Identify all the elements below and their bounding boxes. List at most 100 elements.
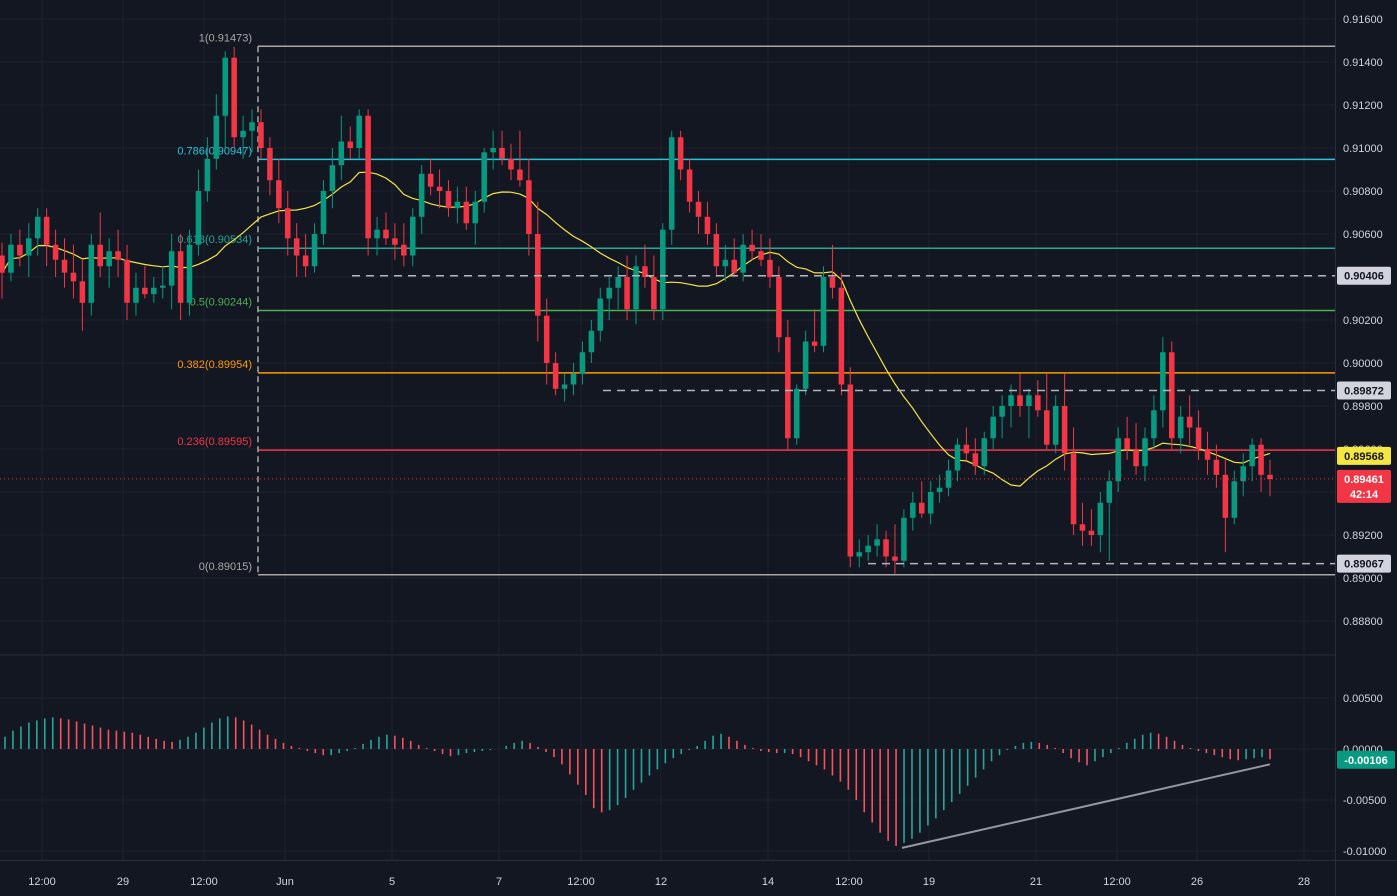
candle-body	[70, 272, 77, 282]
fib-level-label: 0(0.89015)	[199, 561, 252, 573]
candle-body	[409, 216, 416, 256]
oscillator-value-label: -0.00106	[1344, 755, 1387, 767]
candle-body	[1177, 416, 1184, 439]
candle-body	[26, 238, 32, 256]
level-price-label: 0.90406	[1344, 271, 1384, 283]
candle-body	[124, 259, 130, 303]
candle-body	[1035, 395, 1041, 411]
level-price-badge	[1337, 554, 1391, 573]
time-tick-label: 29	[117, 876, 129, 888]
candle-body	[213, 115, 220, 159]
candle-body	[936, 487, 943, 492]
candle-body	[302, 255, 309, 267]
candle-body	[543, 315, 550, 363]
candle-body	[329, 165, 336, 191]
price-tick-label: 0.90000	[1343, 358, 1383, 370]
candle-body	[731, 259, 737, 273]
candle-body	[1186, 416, 1193, 428]
candle-body	[276, 180, 282, 209]
oscillator-histogram	[4, 716, 1271, 846]
fib-level-label: 0.236(0.89595)	[177, 436, 252, 448]
candle-body	[910, 502, 916, 518]
candle-body	[1240, 466, 1246, 482]
candle-body	[356, 115, 362, 148]
time-tick-label: 19	[923, 876, 935, 888]
candle-body	[311, 234, 318, 267]
candle-body	[52, 244, 59, 260]
candle-body	[999, 406, 1005, 417]
price-tick-label: 0.90800	[1343, 186, 1383, 198]
candle-body	[490, 148, 496, 153]
candle-body	[454, 201, 461, 209]
candle-body	[793, 388, 800, 439]
candle-body	[1097, 502, 1104, 535]
price-tick-label: 0.90200	[1343, 315, 1383, 327]
candle-body	[883, 539, 889, 557]
candle-body	[1231, 481, 1238, 518]
candle-body	[901, 517, 907, 561]
price-tick-label: 0.90600	[1343, 229, 1383, 241]
candle-body	[151, 287, 157, 295]
candle-body	[954, 444, 961, 471]
candle-body	[222, 57, 229, 116]
price-tick-label: 0.91400	[1343, 57, 1383, 69]
candle-body	[186, 244, 193, 303]
candle-body	[561, 384, 568, 389]
candle-body	[918, 502, 925, 514]
candle-body	[963, 444, 970, 454]
candle-body	[865, 545, 871, 553]
last-price-badge	[1337, 469, 1391, 503]
candle-body	[374, 229, 380, 239]
candle-body	[347, 141, 354, 148]
candle-body	[240, 130, 246, 138]
candle-body	[517, 169, 523, 181]
time-tick-label: 14	[762, 876, 774, 888]
candle-body	[1088, 530, 1095, 535]
price-axis[interactable]: 0.91600 0.91400 0.91200 0.91000 0.90800 0.906…	[1343, 14, 1383, 628]
time-tick-label: Jun	[276, 876, 294, 888]
candle-body	[284, 208, 291, 239]
candle-body	[713, 234, 720, 267]
level-price-label: 0.89872	[1344, 386, 1384, 398]
time-tick-label: 12:00	[190, 876, 218, 888]
candle-body	[258, 122, 264, 148]
time-tick-label: 12:00	[28, 876, 56, 888]
ma-value-badge	[1337, 446, 1391, 465]
candle-body	[97, 244, 103, 267]
oscillator-tick-label: -0.01000	[1343, 846, 1386, 858]
time-axis[interactable]: 12:00 29 12:00 Jun 5 7 12:00 12 14 12:00 19 21 12:00…	[28, 876, 1310, 888]
fib-level-label: 0.618(0.90534)	[177, 234, 252, 246]
price-badges: 0.90406 0.89872 0.89067 0.89568 0.89461 42:14…	[1337, 266, 1395, 769]
candle-body	[704, 216, 711, 234]
time-tick-label: 12:00	[1103, 876, 1131, 888]
candle-body	[1043, 410, 1050, 445]
candle-body	[436, 186, 443, 191]
candle-body	[43, 216, 50, 245]
candle-body	[1222, 474, 1229, 518]
candle-body	[1258, 444, 1264, 475]
time-tick-label: 28	[1298, 876, 1310, 888]
last-price-label: 0.89461	[1344, 474, 1384, 486]
candle-body	[722, 259, 729, 267]
candle-body	[749, 244, 755, 252]
candle-body	[445, 191, 452, 209]
candle-body	[1133, 449, 1139, 467]
candle-body	[168, 251, 175, 286]
candle-body	[1213, 459, 1220, 475]
candle-body	[1079, 524, 1086, 531]
price-tick-label: 0.91200	[1343, 100, 1383, 112]
candle-body	[552, 363, 559, 389]
candle-body	[1017, 395, 1023, 406]
oscillator-tick-label: 0.00500	[1343, 693, 1383, 705]
candle-body	[8, 244, 14, 273]
candle-body	[338, 141, 345, 166]
candle-body	[579, 352, 586, 374]
candle-body	[320, 191, 327, 234]
candle-body	[526, 180, 532, 234]
candle-body	[231, 57, 237, 138]
candle-body	[34, 216, 41, 239]
candle-body	[776, 277, 782, 338]
fibonacci-retracement[interactable]: 1(0.91473)0.786(0.90947)0.618(0.90534)0.…	[177, 32, 1335, 576]
